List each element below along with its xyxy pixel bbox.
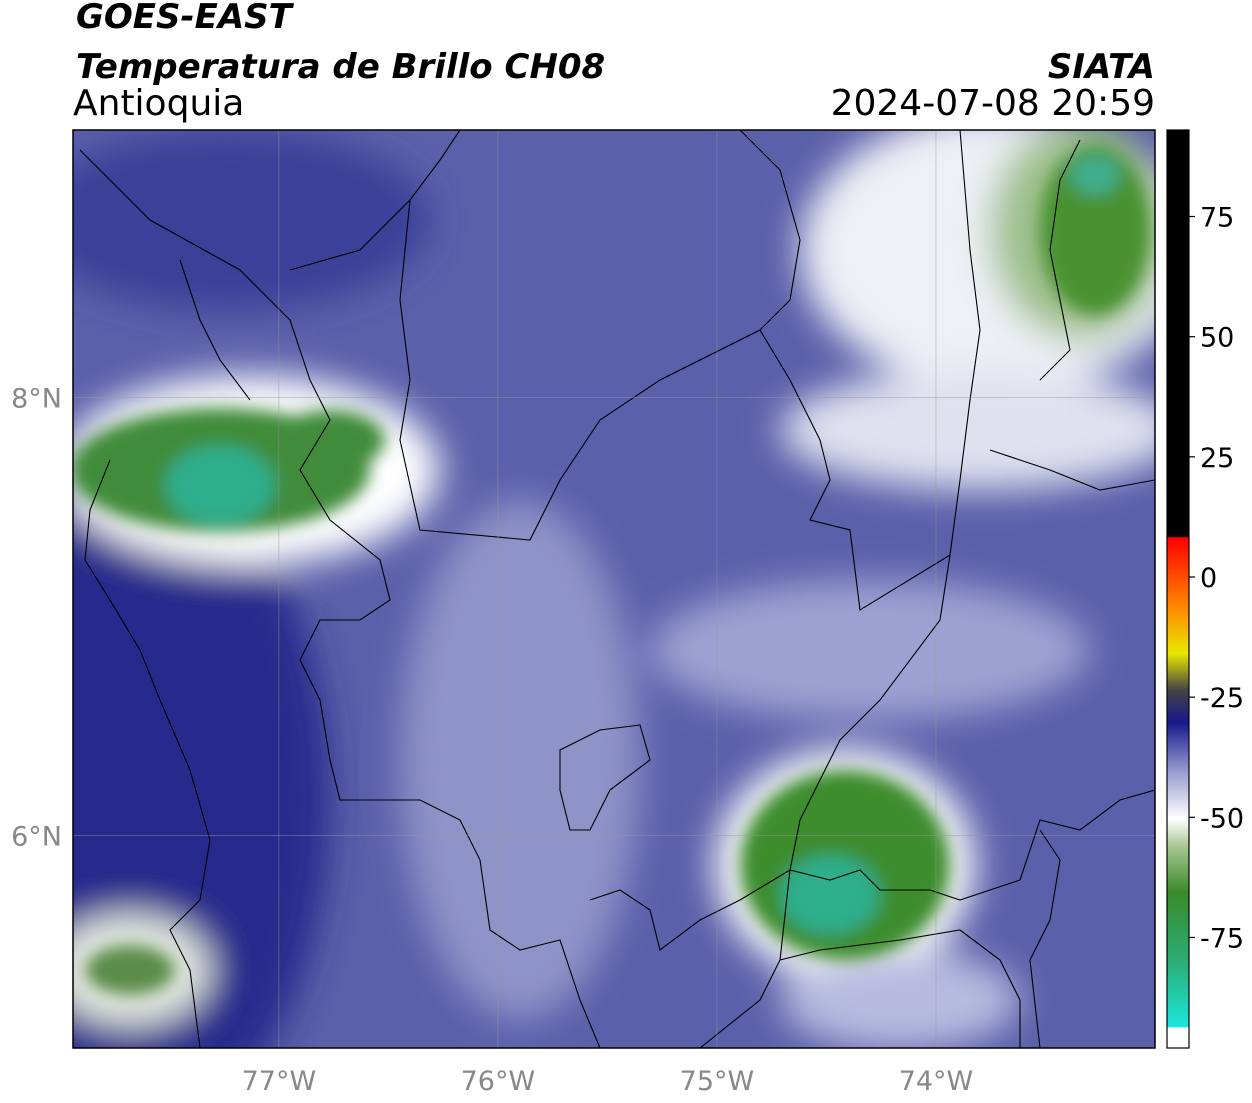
subtitle: Temperatura de Brillo CH08 <box>76 47 605 87</box>
y-tick-label: 8°N <box>11 383 62 414</box>
colorbar-tick-label: 75 <box>1200 203 1234 234</box>
borders <box>79 130 1155 1048</box>
colorbar <box>1166 129 1190 1049</box>
x-tick-label: 77°W <box>242 1066 317 1097</box>
colorbar-tick-label: 0 <box>1200 563 1217 594</box>
map-frame <box>72 129 1156 1049</box>
x-tick-label: 76°W <box>461 1066 536 1097</box>
colorbar-tick-label: -50 <box>1200 803 1244 834</box>
x-tick-label: 75°W <box>680 1066 755 1097</box>
colorbar-tick-label: 50 <box>1200 323 1234 354</box>
timestamp: 2024-07-08 20:59 <box>831 83 1155 124</box>
title: GOES-EAST <box>76 0 295 37</box>
x-tick-label: 74°W <box>899 1066 974 1097</box>
y-tick-label: 6°N <box>11 821 62 852</box>
colorbar-tick-label: 25 <box>1200 443 1234 474</box>
colorbar-tick-label: -75 <box>1200 923 1244 954</box>
map-imagery <box>73 130 1155 1048</box>
colorbar-tick-label: -25 <box>1200 683 1244 714</box>
grid <box>73 130 1155 1048</box>
region: Antioquia <box>73 83 244 124</box>
source: SIATA <box>1048 47 1155 87</box>
